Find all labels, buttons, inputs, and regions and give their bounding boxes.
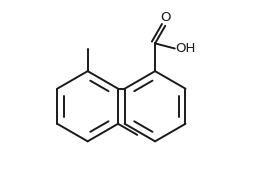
Text: O: O [160,11,171,24]
Text: OH: OH [176,42,196,55]
